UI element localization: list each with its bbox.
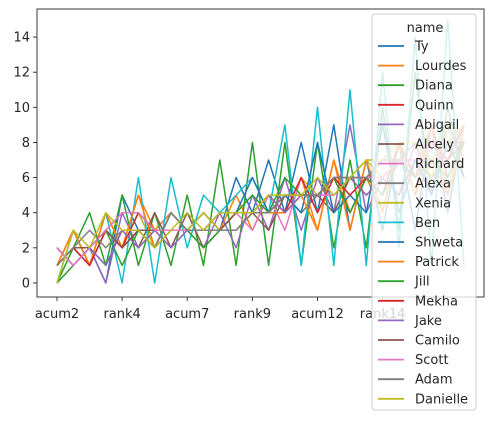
legend-label: Lourdes (415, 59, 467, 74)
legend-label: Alexa (415, 177, 451, 192)
x-tick-label: acum12 (291, 307, 344, 322)
x-tick-label: rank9 (234, 307, 271, 322)
legend-label: Patrick (415, 255, 459, 270)
y-tick-label: 14 (13, 31, 30, 46)
legend-label: Mekha (415, 294, 458, 309)
legend-label: Scott (415, 353, 449, 368)
legend: name Ty Lourdes Diana Quinn Abigail Alcely Ric… (372, 14, 476, 410)
legend-label: Ben (415, 216, 440, 231)
y-tick-label: 8 (22, 136, 30, 151)
legend-label: Diana (415, 79, 453, 94)
legend-label: Adam (415, 373, 453, 388)
legend-label: Jake (414, 314, 442, 329)
x-tick-label: rank4 (103, 307, 140, 322)
x-tick-label: acum2 (35, 307, 79, 322)
legend-title: name (407, 21, 444, 36)
y-tick-label: 2 (22, 241, 30, 256)
legend-label: Abigail (415, 118, 459, 133)
y-tick-label: 12 (13, 66, 30, 81)
y-tick-label: 10 (13, 101, 30, 116)
legend-label: Camilo (415, 334, 460, 349)
legend-label: Jill (414, 275, 430, 290)
legend-label: Shweta (415, 236, 463, 251)
legend-label: Ty (414, 40, 429, 55)
y-tick-label: 4 (22, 206, 30, 221)
legend-label: Danielle (415, 392, 468, 407)
y-tick-label: 6 (22, 171, 30, 186)
legend-label: Alcely (415, 138, 454, 153)
y-tick-label: 0 (22, 276, 30, 291)
legend-label: Xenia (415, 196, 451, 211)
legend-label: Quinn (415, 98, 454, 113)
legend-label: Richard (415, 157, 464, 172)
x-tick-label: acum7 (165, 307, 209, 322)
